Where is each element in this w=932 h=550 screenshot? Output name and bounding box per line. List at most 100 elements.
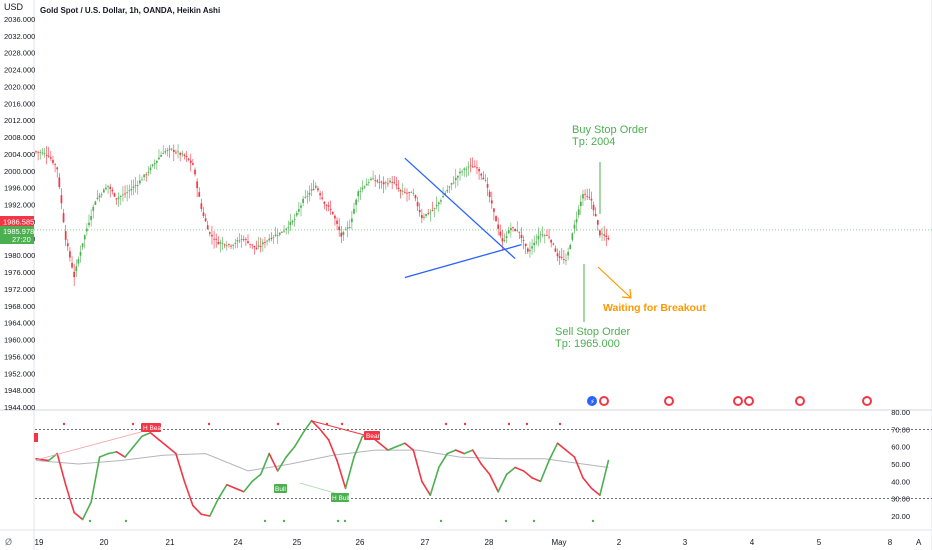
candle-body	[223, 244, 226, 246]
osc-segment	[522, 470, 533, 479]
price-tick-label: 1992.000	[4, 201, 35, 210]
osc-segment	[124, 445, 135, 458]
candle-body	[486, 184, 489, 188]
candle-body	[448, 186, 451, 188]
candle-body	[234, 243, 237, 244]
time-tick-label: 2	[617, 538, 622, 547]
candle-body	[289, 222, 292, 225]
candle-body	[607, 237, 610, 240]
candle-body	[569, 245, 572, 250]
candle-body	[111, 189, 114, 192]
candle-body	[162, 153, 165, 154]
candle-body	[92, 206, 95, 211]
candle-body	[283, 230, 285, 232]
candle-body	[259, 245, 262, 247]
candle-body	[382, 182, 385, 185]
candle-body	[253, 245, 256, 248]
time-tick-label: 4	[750, 538, 755, 547]
candle-body	[88, 222, 90, 226]
bull-badge: Bull	[274, 484, 287, 493]
candle-body	[306, 195, 309, 197]
candle-body	[37, 151, 39, 153]
candle-body	[119, 196, 122, 197]
osc-segment	[353, 435, 364, 458]
candle-body	[340, 232, 343, 237]
candle-body	[249, 243, 251, 245]
trendline-upper	[404, 157, 516, 260]
price-axis[interactable]: 1944.000 1948.000 1952.000 1956.000 1960.000…	[4, 15, 35, 412]
osc-segment	[573, 456, 584, 479]
candle-body	[166, 150, 169, 151]
candle-body	[56, 167, 59, 170]
candle-body	[291, 220, 294, 223]
candle-body	[143, 174, 145, 178]
osc-segment	[234, 487, 245, 493]
candle-body	[459, 171, 461, 174]
osc-segment	[471, 449, 483, 465]
time-tick-label: 24	[234, 538, 243, 547]
candle-body	[109, 186, 112, 189]
candle-body	[198, 192, 201, 197]
candle-body	[187, 158, 190, 160]
candle-body	[372, 178, 374, 180]
candle-body	[406, 192, 408, 194]
osc-tick-label: 20.00	[891, 512, 910, 521]
candle-body	[128, 190, 131, 192]
candle-body	[217, 242, 220, 245]
triangle-trendlines[interactable]	[404, 157, 522, 279]
candle-body	[376, 180, 379, 182]
time-axis[interactable]: 19 20 21 24 25 26 27 28 May 2 3 4 5 8	[35, 538, 893, 547]
candle-body	[314, 185, 317, 188]
candle-body	[452, 182, 455, 184]
price-tick-label: 1968.000	[4, 302, 35, 311]
candle-body	[573, 224, 576, 229]
candle-body	[310, 189, 313, 191]
economic-events-row[interactable]: ⚡	[587, 396, 872, 406]
candle-body	[601, 233, 603, 235]
candle-body	[408, 192, 410, 193]
osc-segment	[81, 501, 92, 521]
candle-body	[444, 193, 447, 195]
osc-tick-label: 80.00	[891, 408, 910, 417]
osc-segment	[590, 487, 601, 497]
osc-segment	[565, 449, 576, 458]
candle-body	[319, 193, 321, 196]
auto-scale-button[interactable]: A	[916, 538, 922, 547]
time-tick-label: 3	[683, 538, 688, 547]
candle-body	[175, 152, 177, 154]
candle-body	[535, 241, 538, 243]
candle-body	[344, 229, 347, 231]
candle-body	[172, 149, 175, 153]
oscillator-axis[interactable]: 20.00 30.00 40.00 50.00 60.00 70.00 80.00	[891, 408, 910, 521]
candle-body	[412, 193, 415, 194]
candle-body	[281, 231, 283, 233]
osc-tick-label: 60.00	[891, 443, 910, 452]
candle-body	[323, 201, 326, 204]
price-tick-label: 1972.000	[4, 285, 35, 294]
candle-body	[115, 198, 118, 200]
candle-body	[355, 199, 357, 205]
candle-body	[139, 180, 141, 184]
candle-body	[69, 251, 71, 258]
candle-body	[582, 194, 584, 199]
candle-body	[537, 235, 540, 240]
candle-body	[287, 227, 290, 229]
candle-body	[164, 151, 167, 153]
candle-body	[255, 247, 258, 250]
candle-body	[136, 184, 139, 186]
breakout-arrow[interactable]	[597, 266, 632, 299]
timezone-icon[interactable]: Ø	[5, 537, 12, 547]
osc-segment	[209, 497, 220, 517]
price-tick-label: 1952.000	[4, 369, 35, 378]
candle-body	[41, 152, 44, 154]
price-tick-label: 1944.000	[4, 403, 35, 412]
candle-body	[225, 245, 228, 247]
candle-body	[325, 204, 328, 206]
osc-segment	[107, 451, 118, 455]
chart-title: Gold Spot / U.S. Dollar, 1h, OANDA, Heik…	[40, 6, 220, 15]
osc-segment	[505, 466, 516, 476]
time-tick-label: 19	[35, 538, 44, 547]
candle-body	[478, 169, 480, 172]
candle-body	[77, 259, 80, 264]
